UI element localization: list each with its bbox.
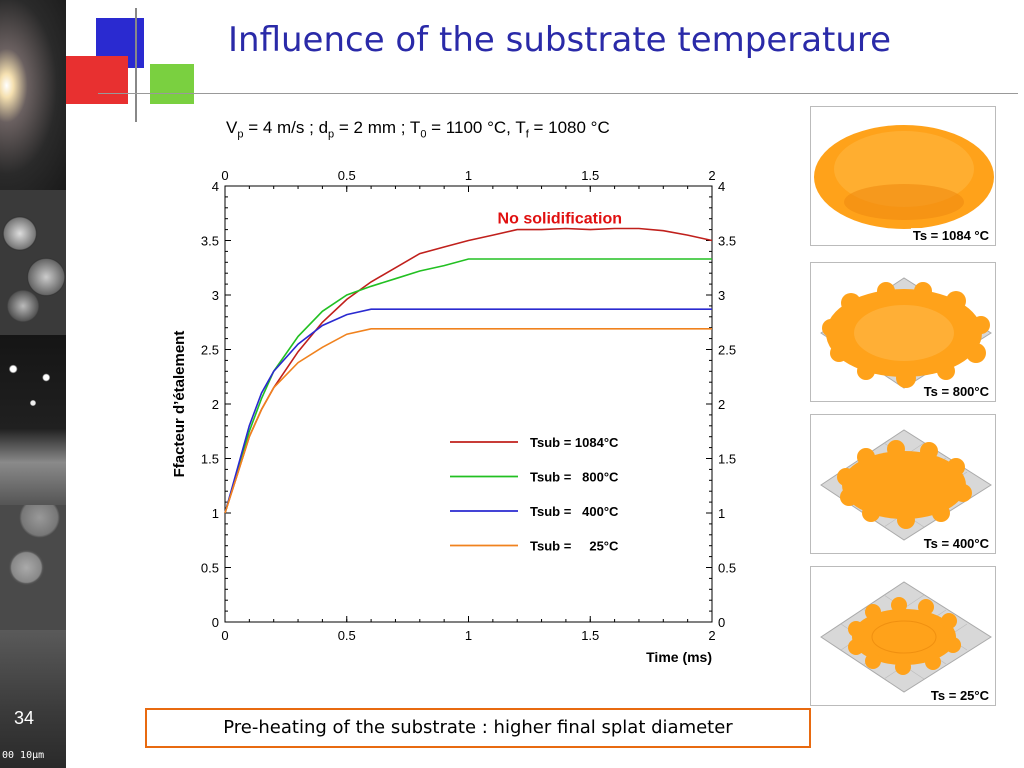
splat-render-800 [820,277,992,389]
splat-thumbnail-1084: Ts = 1084 °C [810,106,996,246]
legend-label-3: Tsub = 25°C [530,539,619,554]
x-tick-label: 0.5 [338,628,356,643]
page-title: Influence of the substrate temperature [228,20,892,60]
parameters-line: Vp = 4 m/s ; dp = 2 mm ; T0 = 1100 °C, T… [226,118,610,141]
x-tick-label-top: 1 [465,168,472,183]
photo-panel-spray [0,0,66,190]
splat-thumbnail-400: Ts = 400°C [810,414,996,554]
photo-panel-particles [0,335,66,505]
y-tick-label: 3.5 [201,234,219,249]
plot-frame [224,185,713,623]
y-tick-label-right: 0.5 [718,561,736,576]
series-line-3 [224,328,712,514]
splat-render-25 [820,581,992,693]
thumbnail-label: Ts = 400°C [921,536,991,551]
y-axis-label: Ffacteur d’étalement [171,331,188,478]
thumbnail-label: Ts = 1084 °C [910,228,991,243]
y-tick-label-right: 1 [718,506,725,521]
y-tick-label-right: 1.5 [718,452,736,467]
scale-bar-label: 00 10µm [2,750,45,761]
y-tick-label: 0 [212,615,219,630]
y-tick-label: 2 [212,397,219,412]
x-tick-label: 1 [465,628,472,643]
x-tick-label-top: 0.5 [338,168,356,183]
y-tick-label: 3 [212,288,219,303]
photo-panel-micrograph [0,630,66,768]
decor-square-green [150,64,194,104]
decor-line-vertical [135,8,137,122]
series-line-0 [224,227,713,514]
y-tick-label: 4 [212,179,219,194]
photo-panel-splats [0,505,66,630]
left-image-strip [0,0,66,768]
y-tick-label: 1 [212,506,219,521]
slide-number: 34 [14,708,35,728]
x-tick-label: 1.5 [581,628,599,643]
x-axis-label: Time (ms) [646,649,712,665]
splat-render-400 [820,429,992,541]
decor-square-red [66,56,128,104]
y-tick-label-right: 3.5 [718,234,736,249]
x-tick-label-top: 1.5 [581,168,599,183]
splat-thumbnail-25: Ts = 25°C [810,566,996,706]
thumbnail-label: Ts = 25°C [928,688,991,703]
y-tick-label: 2.5 [201,343,219,358]
decor-line-horizontal [98,93,1018,94]
y-tick-label-right: 4 [718,179,725,194]
x-tick-label-top: 0 [221,168,228,183]
y-tick-label-right: 0 [718,615,725,630]
x-tick-label-top: 2 [708,168,715,183]
splat-thumbnail-800: Ts = 800°C [810,262,996,402]
y-tick-label: 0.5 [201,561,219,576]
thumbnail-label: Ts = 800°C [921,384,991,399]
x-tick-label: 0 [221,628,228,643]
conclusion-box: Pre-heating of the substrate : higher fi… [145,708,811,748]
y-tick-label: 1.5 [201,452,219,467]
photo-panel-powder [0,190,66,335]
y-tick-label-right: 2 [718,397,725,412]
series-line-2 [224,308,712,514]
legend-label-1: Tsub = 800°C [530,470,619,485]
annotation-no-solidification: No solidification [498,211,622,228]
legend-label-2: Tsub = 400°C [530,504,619,519]
y-tick-label-right: 3 [718,288,725,303]
splat-render-1084 [814,125,994,229]
y-tick-label-right: 2.5 [718,343,736,358]
series-line-1 [224,258,712,514]
x-tick-label: 2 [708,628,715,643]
legend-label-0: Tsub = 1084°C [530,435,619,450]
